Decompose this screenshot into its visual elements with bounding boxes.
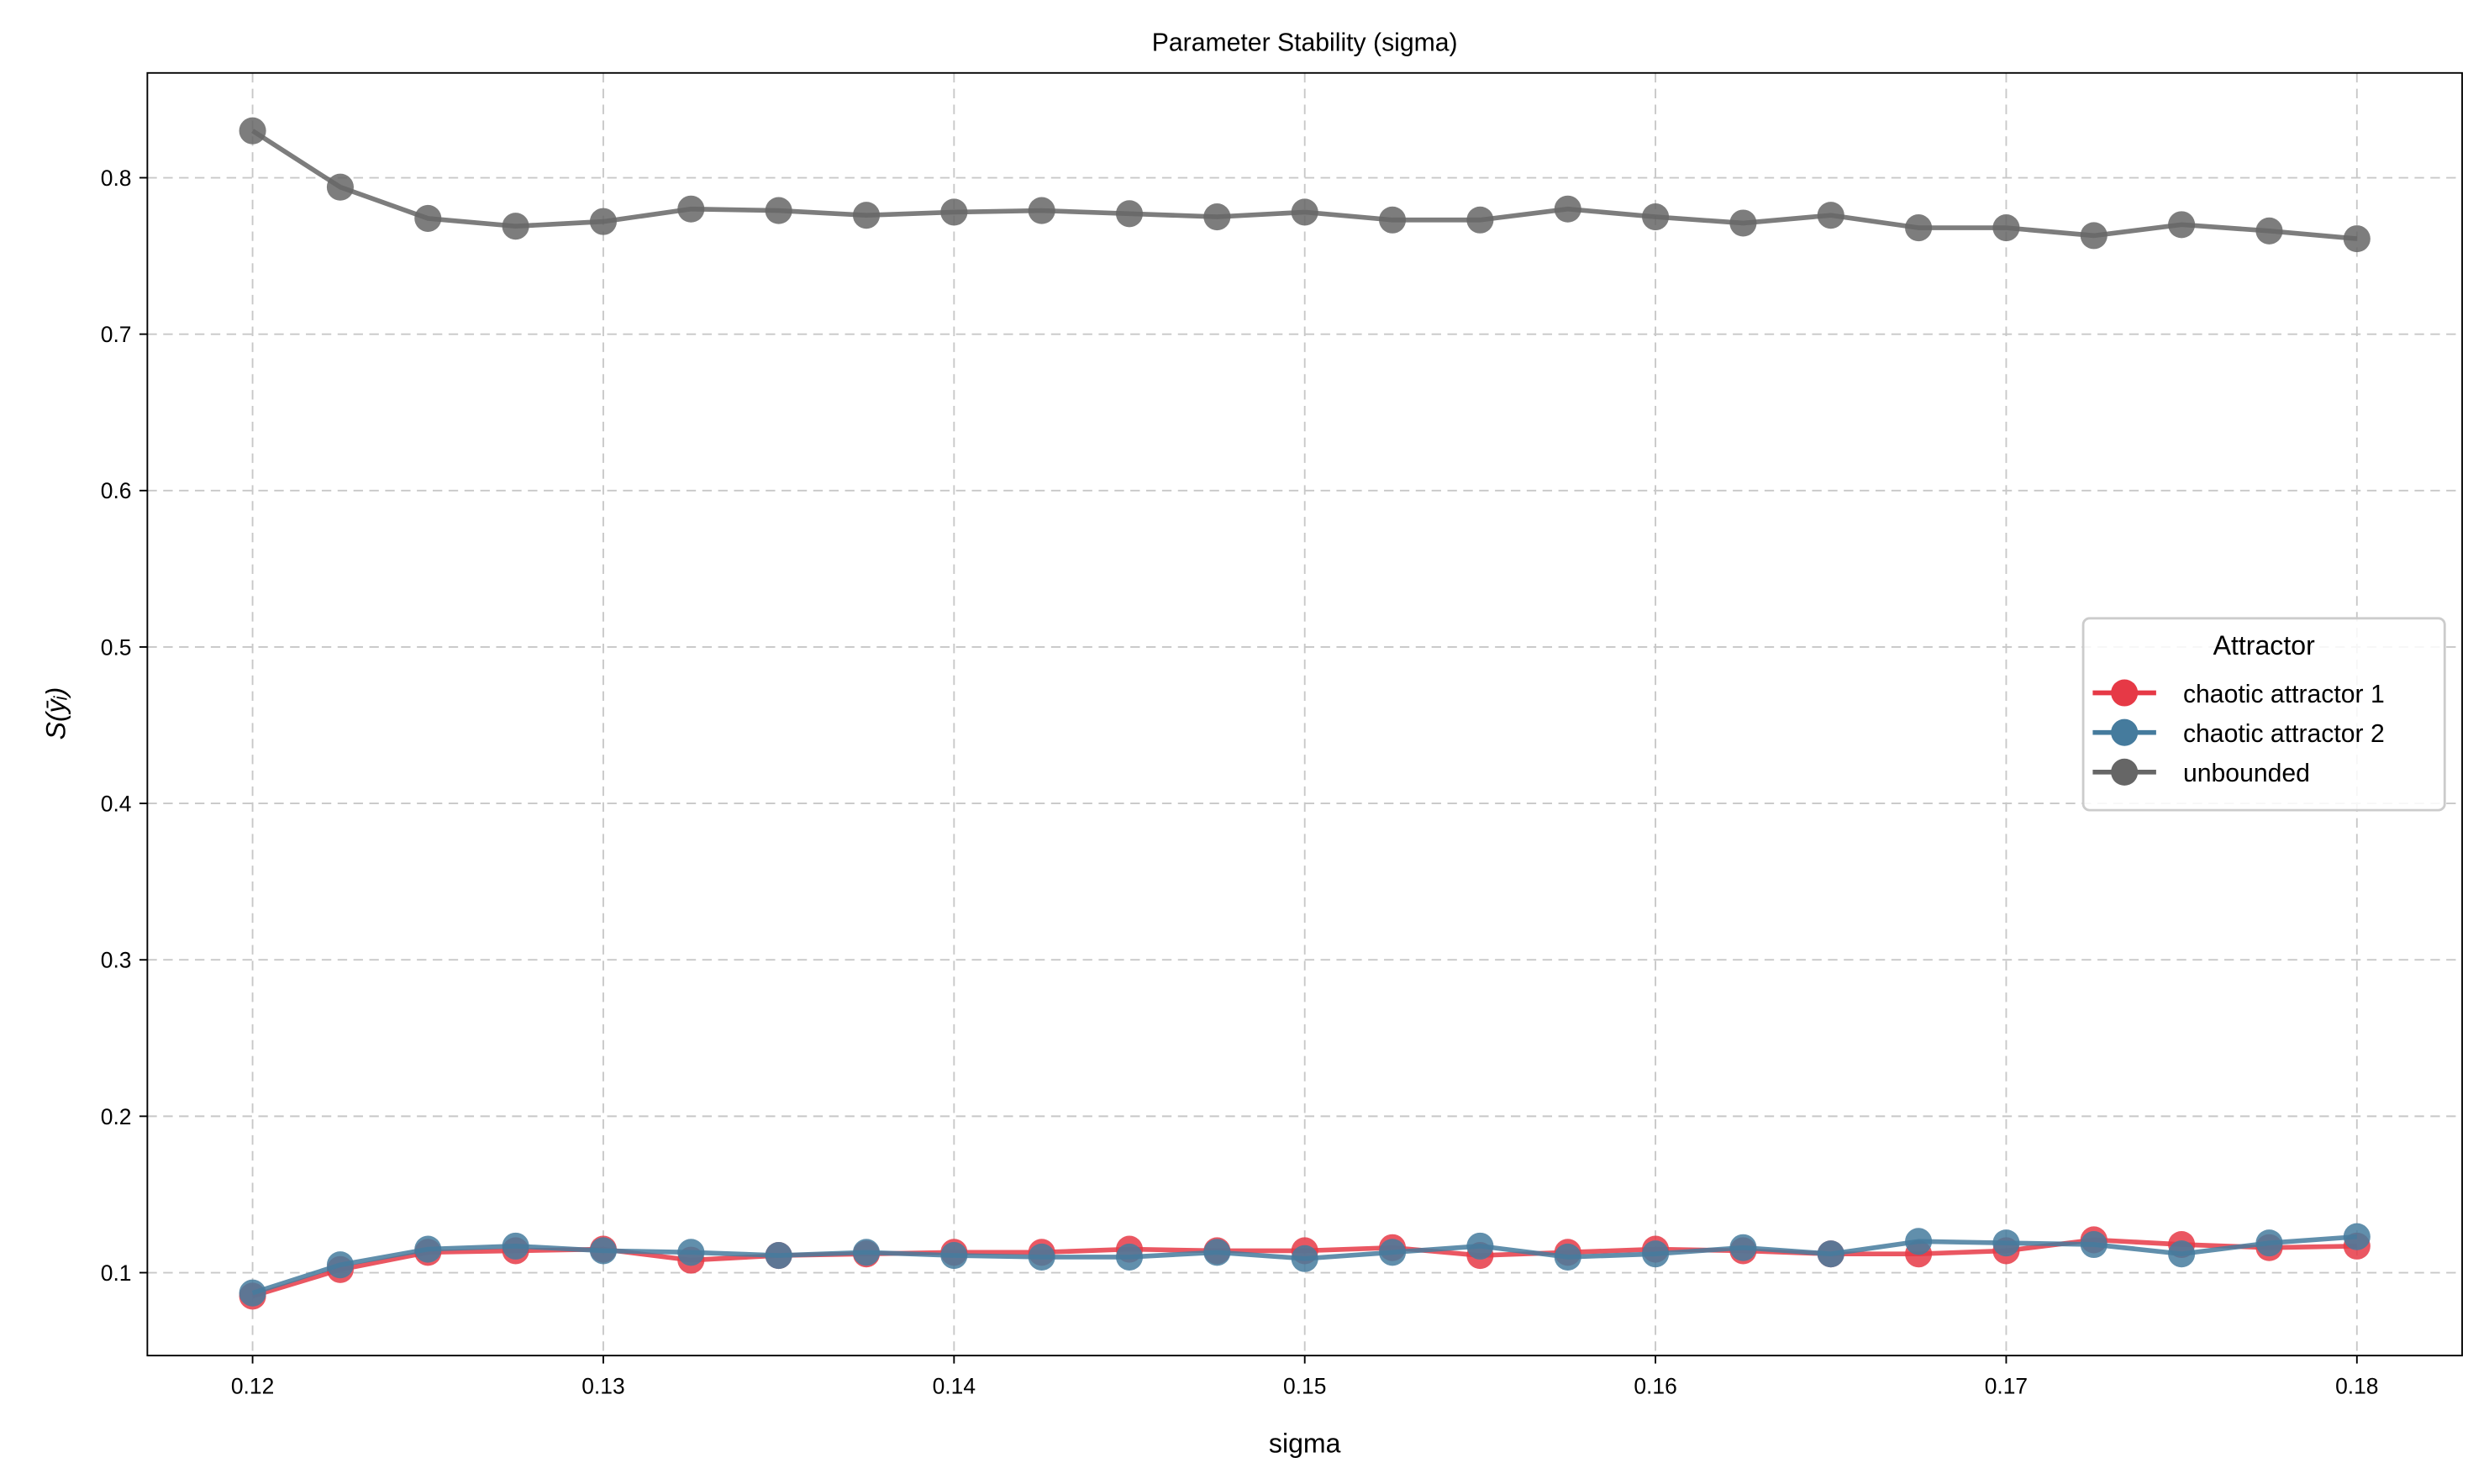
legend: Attractor chaotic attractor 1 chaotic att… [2081, 617, 2446, 812]
data-point [1817, 202, 1844, 229]
y-tick-label: 0.4 [101, 792, 132, 817]
data-point [1992, 1229, 2020, 1257]
y-tick-label: 0.7 [101, 322, 132, 347]
data-point [765, 197, 792, 224]
data-point [1905, 214, 1933, 242]
data-point [1905, 1228, 1933, 1255]
data-point [414, 1235, 442, 1263]
data-point [1554, 1243, 1581, 1271]
data-point [1203, 203, 1231, 231]
data-point [940, 198, 968, 226]
x-tick-label: 0.14 [933, 1373, 976, 1398]
data-point [2168, 1240, 2196, 1268]
data-point [1115, 200, 1144, 228]
data-point [1817, 1240, 1844, 1268]
x-tick-label: 0.13 [581, 1373, 624, 1398]
data-point [2168, 211, 2196, 239]
data-point [502, 213, 529, 240]
data-point [1379, 206, 1407, 234]
data-point [1028, 197, 1055, 224]
y-axis-label: S(ȳᵢ) [40, 687, 71, 740]
data-point [677, 195, 705, 223]
data-point [1203, 1239, 1231, 1266]
data-point [2255, 217, 2283, 245]
data-point [1729, 1234, 1757, 1261]
y-tick-label: 0.1 [101, 1260, 132, 1286]
y-tick-label: 0.3 [101, 948, 132, 973]
x-tick-label: 0.18 [2335, 1373, 2378, 1398]
data-point [765, 1242, 792, 1270]
data-point [852, 1239, 881, 1266]
data-point [502, 1232, 529, 1260]
y-tick-label: 0.5 [101, 634, 132, 660]
data-point [414, 204, 442, 232]
data-point [1115, 1243, 1144, 1271]
legend-box [2081, 617, 2446, 812]
legend-title: Attractor [2213, 630, 2315, 660]
data-point [940, 1242, 968, 1270]
x-tick-label: 0.12 [231, 1373, 274, 1398]
y-tick-label: 0.8 [101, 166, 132, 191]
legend-dot-marker [2111, 718, 2139, 746]
x-axis-label: sigma [1269, 1428, 1341, 1458]
data-point [239, 1279, 266, 1307]
data-point [589, 208, 617, 235]
x-tick-label: 0.17 [1985, 1373, 2028, 1398]
data-point [852, 202, 881, 229]
data-point [1466, 206, 1494, 234]
x-tick-label: 0.16 [1634, 1373, 1676, 1398]
data-point [1554, 195, 1581, 223]
chart-title: Parameter Stability (sigma) [1152, 29, 1458, 56]
data-point [677, 1239, 705, 1266]
data-point [1291, 198, 1318, 226]
data-point [1642, 1240, 1670, 1268]
data-point [1992, 214, 2020, 242]
data-point [1379, 1239, 1407, 1266]
data-point [2343, 225, 2371, 253]
legend-dot-marker [2111, 758, 2139, 786]
legend-label: chaotic attractor 2 [2183, 720, 2385, 748]
legend-dot-marker [2111, 679, 2139, 707]
series-group [239, 117, 2371, 1310]
legend-label: unbounded [2183, 760, 2310, 787]
data-point [589, 1237, 617, 1265]
data-point [239, 117, 266, 145]
grid [147, 72, 2463, 1356]
x-tick-label: 0.15 [1283, 1373, 1326, 1398]
data-point [326, 173, 354, 201]
data-point [1291, 1245, 1318, 1272]
ticks: 0.12 0.13 0.14 0.15 0.16 0.17 0.18 0.1 0.2 0.3 0.4… [101, 166, 2379, 1399]
data-point [1028, 1243, 1055, 1271]
data-point [2255, 1229, 2283, 1257]
data-point [326, 1251, 354, 1279]
data-point [1729, 209, 1757, 237]
data-point [2080, 1230, 2107, 1259]
data-point [1642, 203, 1670, 231]
y-tick-label: 0.2 [101, 1104, 132, 1129]
y-tick-label: 0.6 [101, 478, 132, 503]
data-point [2080, 222, 2107, 250]
data-point [2343, 1223, 2371, 1250]
legend-label: chaotic attractor 1 [2183, 681, 2385, 708]
data-point [1466, 1232, 1494, 1260]
